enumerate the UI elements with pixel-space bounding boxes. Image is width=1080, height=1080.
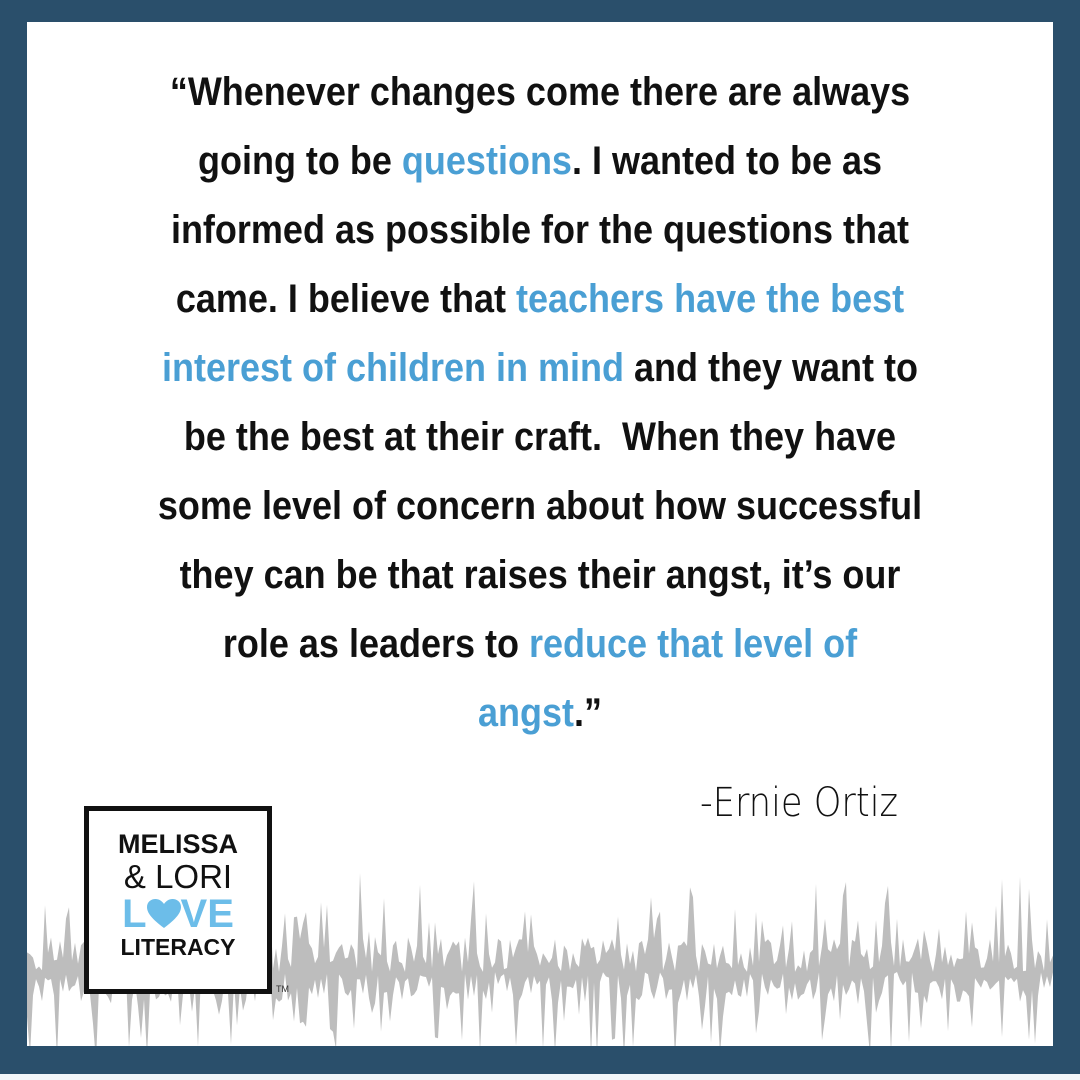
logo-line: LITERACY xyxy=(120,934,236,960)
quote-line: came. I believe that teachers have the b… xyxy=(175,277,905,321)
quote-line: they can be that raises their angst, it’… xyxy=(179,553,901,597)
quote-line: interest of children in mind and they wa… xyxy=(161,346,919,390)
logo-line: & LORI xyxy=(123,858,233,895)
quote-line: some level of concern about how successf… xyxy=(157,484,923,528)
quote-line: role as leaders to reduce that level of xyxy=(222,622,858,666)
trademark: TM xyxy=(276,984,289,994)
logo-line: MELISSA xyxy=(117,829,238,859)
bottom-strip xyxy=(0,1074,1080,1080)
quote-author: -Ernie Ortiz xyxy=(700,780,898,826)
quote-line: angst.” xyxy=(477,691,603,735)
brand-logo: MELISSA & LORI L VE LITERACY xyxy=(84,806,272,994)
quote-line: informed as possible for the questions t… xyxy=(170,208,910,252)
quote-line: be the best at their craft. When they ha… xyxy=(183,415,897,459)
quote-text: “Whenever changes come there are always … xyxy=(0,58,1080,748)
heart-icon xyxy=(146,899,181,928)
logo-love: L VE xyxy=(122,892,234,936)
quote-line: going to be questions. I wanted to be as xyxy=(197,139,883,183)
quote-line: “Whenever changes come there are always xyxy=(169,70,911,114)
